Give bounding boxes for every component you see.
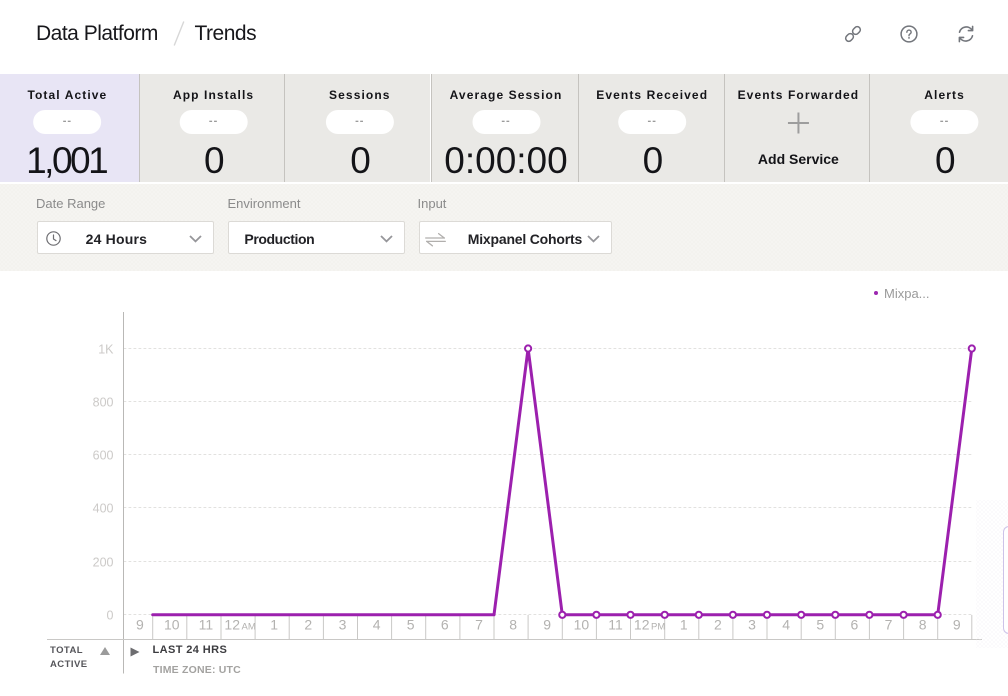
- svg-text:7: 7: [885, 617, 893, 633]
- svg-text:6: 6: [851, 617, 859, 633]
- svg-text:5: 5: [407, 617, 415, 633]
- svg-text:2: 2: [714, 617, 722, 633]
- svg-text:0: 0: [107, 609, 114, 623]
- svg-text:7: 7: [475, 617, 483, 633]
- svg-text:11: 11: [608, 617, 623, 633]
- svg-text:9: 9: [953, 617, 961, 633]
- svg-text:9: 9: [136, 617, 144, 633]
- svg-text:4: 4: [782, 617, 790, 633]
- svg-text:3: 3: [339, 617, 347, 633]
- svg-text:10: 10: [574, 617, 590, 633]
- svg-text:6: 6: [441, 617, 449, 633]
- svg-text:10: 10: [164, 617, 180, 633]
- svg-text:5: 5: [816, 617, 824, 633]
- svg-text:1K: 1K: [98, 343, 114, 357]
- svg-text:400: 400: [93, 502, 114, 516]
- svg-text:1: 1: [270, 617, 278, 633]
- svg-text:2: 2: [304, 617, 312, 633]
- svg-text:4: 4: [373, 617, 381, 633]
- svg-text:1: 1: [680, 617, 688, 633]
- svg-text:200: 200: [93, 556, 114, 570]
- svg-text:800: 800: [93, 396, 114, 410]
- svg-text:11: 11: [199, 617, 214, 633]
- svg-text:3: 3: [748, 617, 756, 633]
- svg-text:8: 8: [919, 617, 927, 633]
- svg-text:8: 8: [509, 617, 517, 633]
- svg-text:9: 9: [543, 617, 551, 633]
- svg-text:600: 600: [93, 449, 114, 463]
